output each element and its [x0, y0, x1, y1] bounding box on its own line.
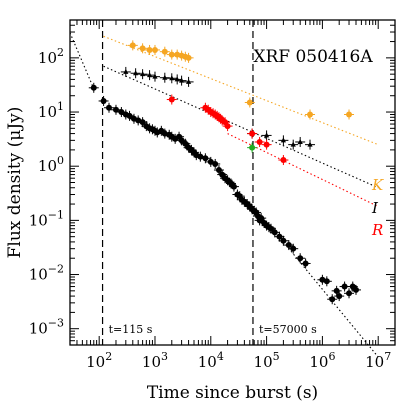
data-point [246, 99, 253, 106]
data-point [307, 111, 314, 118]
data-point [297, 138, 303, 144]
y-tick-label: 100 [38, 154, 64, 175]
fit-line [282, 241, 379, 358]
data-points [88, 40, 361, 305]
band-label: I [371, 199, 379, 217]
data-point [151, 46, 158, 53]
y-axis-title: Flux density (μJy) [5, 107, 25, 259]
data-point [346, 111, 353, 118]
data-point [307, 141, 313, 147]
data-point [215, 167, 222, 174]
data-point [162, 74, 168, 80]
x-tick-label: 104 [198, 350, 224, 371]
x-axis-title: Time since burst (s) [147, 383, 318, 403]
data-point [230, 183, 237, 190]
data-point [224, 123, 231, 130]
y-tick-label: 10−3 [29, 317, 64, 338]
data-point [268, 225, 275, 232]
data-point [302, 260, 309, 267]
data-point [290, 245, 297, 252]
data-point [249, 144, 256, 151]
band-label: K [371, 176, 384, 194]
band-label: R [371, 221, 383, 239]
data-point [140, 71, 146, 77]
data-point [258, 215, 265, 222]
data-point [249, 130, 256, 137]
data-point [346, 290, 353, 297]
data-point [290, 141, 296, 147]
data-point [168, 51, 175, 58]
data-point [168, 96, 175, 103]
data-point [341, 283, 348, 290]
data-point [179, 77, 185, 83]
x-tick-label: 107 [365, 350, 391, 371]
y-tick-label: 10−2 [29, 263, 64, 284]
y-tick-label: 101 [38, 100, 64, 121]
x-tick-label: 106 [309, 350, 335, 371]
data-point [106, 104, 113, 111]
data-point [202, 155, 209, 162]
vertical-line-label: t=115 s [109, 323, 153, 336]
data-point [185, 54, 192, 61]
data-point [146, 46, 153, 53]
data-point [133, 70, 139, 76]
data-point [280, 237, 287, 244]
data-point [333, 287, 340, 294]
data-point [139, 119, 146, 126]
y-tick-label: 102 [38, 46, 64, 67]
x-tick-label: 103 [142, 350, 168, 371]
data-point [352, 286, 359, 293]
data-point [323, 278, 330, 285]
chart-annotation: XRF 050416A [253, 47, 373, 67]
data-point [271, 229, 278, 236]
data-point [263, 141, 270, 148]
data-point [152, 73, 158, 79]
data-point [297, 255, 304, 262]
data-point [263, 132, 270, 138]
data-point [129, 42, 136, 49]
vertical-lines [101, 20, 254, 345]
data-point [280, 137, 286, 143]
x-tick-label: 102 [86, 350, 112, 371]
data-point [276, 233, 283, 240]
x-tick-label: 105 [254, 350, 280, 371]
y-tick-label: 10−1 [29, 208, 64, 229]
data-point [329, 296, 336, 303]
ticks [69, 19, 396, 346]
data-point [146, 72, 153, 78]
data-point [256, 138, 263, 145]
vertical-line-label: t=57000 s [259, 323, 317, 336]
data-point [100, 97, 107, 104]
data-point [123, 68, 129, 74]
data-point [285, 242, 292, 249]
data-point [139, 45, 146, 52]
data-point [126, 112, 133, 119]
data-point [212, 160, 219, 167]
data-point [161, 48, 168, 55]
data-point [90, 84, 97, 91]
labels: 102 103 104 105 106 107 10−3 10−2 10−1 100 101 102 T… [5, 46, 391, 403]
data-point [112, 106, 119, 113]
data-point [280, 157, 287, 164]
data-point [118, 109, 125, 116]
data-point [185, 78, 192, 84]
data-point [336, 293, 343, 300]
